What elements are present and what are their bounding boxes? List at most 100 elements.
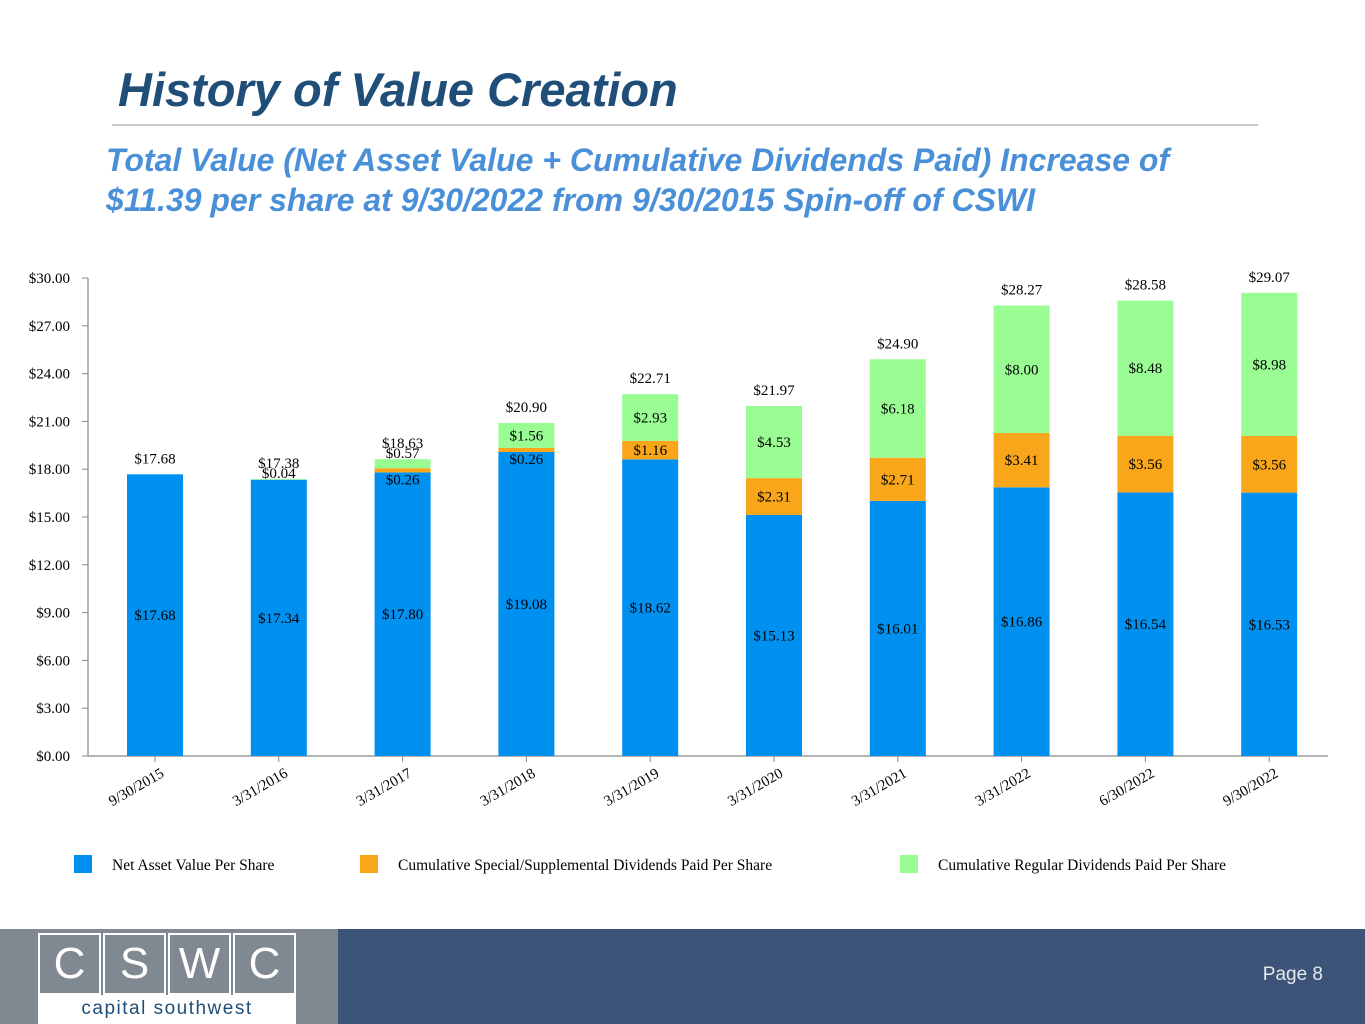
bar-segment-label: $2.71: [881, 472, 915, 488]
stacked-bar-chart: $0.00 $3.00 $6.00 $9.00 $12.00 $15.00 $18.00 $2…: [29, 270, 1328, 874]
bar-segment-regular: [993, 305, 1050, 434]
bar-segment-label: $1.16: [633, 443, 667, 459]
bar-segment-label: $16.53: [1249, 617, 1290, 633]
bar-total-label: $18.63: [382, 436, 423, 452]
bar-segment-nav: [622, 459, 679, 756]
footer-band: [338, 929, 1365, 1024]
y-tick-label: $24.00: [29, 367, 70, 383]
bar-segment-label: $6.18: [881, 401, 915, 417]
bar-segment-label: $17.68: [134, 608, 175, 624]
bar-segment-label: $17.80: [382, 607, 423, 623]
title-divider: [112, 124, 1258, 126]
bar-total-label: $28.27: [1001, 283, 1043, 299]
y-tick-label: $3.00: [36, 701, 70, 717]
bar-segment-special: [1117, 435, 1174, 493]
bar-segment-regular: [250, 479, 307, 480]
bar-segment-label: $4.53: [757, 435, 791, 451]
bar-segment-special: [869, 457, 926, 501]
y-tick-label: $18.00: [29, 462, 70, 478]
bar-segment-special: [374, 468, 431, 473]
bar-segment-regular: [498, 422, 555, 448]
bar-segment-label: $16.01: [877, 621, 918, 637]
bar-segment-regular: [1241, 292, 1298, 436]
bar-segment-label: $17.34: [258, 611, 300, 627]
y-tick-label: $27.00: [29, 319, 70, 335]
bar-segment-label: $3.56: [1129, 457, 1163, 473]
bar-segment-label: $0.26: [386, 472, 420, 488]
x-category-label: 3/31/2017: [354, 765, 415, 810]
bar-segment-special: [1241, 435, 1298, 493]
bar-segment-label: $8.00: [1005, 362, 1039, 378]
logo-letter-s: S: [103, 933, 166, 995]
bar-segment-label: $2.93: [633, 410, 667, 426]
x-category-label: 6/30/2022: [1097, 766, 1158, 810]
bar-segment-label: $3.41: [1005, 453, 1039, 469]
y-tick-label: $9.00: [36, 606, 70, 622]
bar-segment-nav: [746, 514, 802, 756]
bar-segment-nav: [374, 472, 431, 756]
bar-segment-regular: [374, 459, 431, 469]
bar-segment-nav: [498, 451, 555, 756]
y-tick-label: $12.00: [29, 558, 70, 574]
bar-total-label: $24.90: [877, 336, 918, 352]
bar-segment-nav: [127, 474, 183, 756]
y-tick-label: $0.00: [36, 749, 70, 765]
legend-swatch: [900, 855, 918, 873]
legend-swatch: [360, 855, 378, 873]
bar-total-label: $28.58: [1125, 278, 1166, 294]
bar-segment-label: $1.56: [510, 428, 544, 444]
bar-total-label: $20.90: [506, 400, 547, 416]
bar-segment-nav: [250, 479, 307, 756]
x-category-label: 9/30/2015: [106, 766, 167, 810]
page-title: History of Value Creation: [118, 63, 678, 116]
bar-segment-label: $16.54: [1125, 617, 1167, 633]
bar-segment-label: $19.08: [506, 597, 547, 613]
bar-total-label: $22.71: [630, 371, 671, 387]
logo-letter-c1: C: [38, 933, 101, 995]
bar-segment-label: $16.86: [1001, 615, 1043, 631]
bar-segment-regular: [746, 405, 802, 479]
legend-swatch: [74, 855, 92, 873]
bar-segment-label: $2.31: [757, 490, 791, 506]
bar-segment-special: [498, 447, 555, 452]
page-subtitle: Total Value (Net Asset Value + Cumulativ…: [106, 140, 1306, 220]
bar-segment-nav: [1241, 492, 1298, 756]
bar-segment-label: $8.98: [1252, 357, 1286, 373]
bar-segment-label: $0.57: [386, 446, 420, 462]
y-tick-label: $21.00: [29, 414, 70, 430]
x-category-label: 3/31/2016: [230, 765, 291, 810]
y-tick-label: $15.00: [29, 510, 70, 526]
x-category-label: 3/31/2019: [602, 766, 663, 810]
bar-segment-nav: [993, 487, 1050, 756]
subtitle-line-2: $11.39 per share at 9/30/2022 from 9/30/…: [106, 182, 1035, 218]
bar-segment-regular: [622, 394, 679, 441]
legend-label: Cumulative Regular Dividends Paid Per Sh…: [938, 857, 1226, 874]
x-category-label: 3/31/2018: [478, 766, 539, 810]
bar-total-label: $21.97: [753, 383, 795, 399]
bar-segment-label: $0.26: [510, 452, 544, 468]
bar-segment-label: $18.62: [630, 601, 671, 617]
x-category-label: 3/31/2021: [849, 766, 910, 810]
legend-label: Net Asset Value Per Share: [112, 857, 275, 874]
bar-total-label: $29.07: [1249, 270, 1291, 286]
legend-label: Cumulative Special/Supplemental Dividend…: [398, 857, 772, 874]
bar-segment-label: $0.04: [262, 466, 296, 482]
logo-letter-w: W: [168, 933, 231, 995]
bar-segment-label: $8.48: [1129, 361, 1163, 377]
bar-total-label: $17.38: [258, 456, 299, 472]
bar-segment-label: $15.13: [753, 628, 794, 644]
y-tick-label: $30.00: [29, 271, 70, 287]
bar-segment-regular: [1117, 300, 1174, 436]
x-category-label: 3/31/2022: [973, 766, 1034, 810]
bar-segment-nav: [1117, 492, 1174, 756]
y-tick-label: $6.00: [36, 653, 70, 669]
bar-segment-special: [993, 433, 1050, 488]
logo-tagline: capital southwest: [38, 995, 296, 1024]
company-logo: C S W C capital southwest: [38, 933, 296, 1024]
bar-segment-nav: [869, 500, 926, 756]
x-category-label: 9/30/2022: [1221, 766, 1282, 810]
bar-segment-special: [746, 478, 802, 515]
bar-segment-regular: [869, 359, 926, 458]
x-category-label: 3/31/2020: [725, 766, 786, 810]
subtitle-line-1: Total Value (Net Asset Value + Cumulativ…: [106, 142, 1170, 178]
